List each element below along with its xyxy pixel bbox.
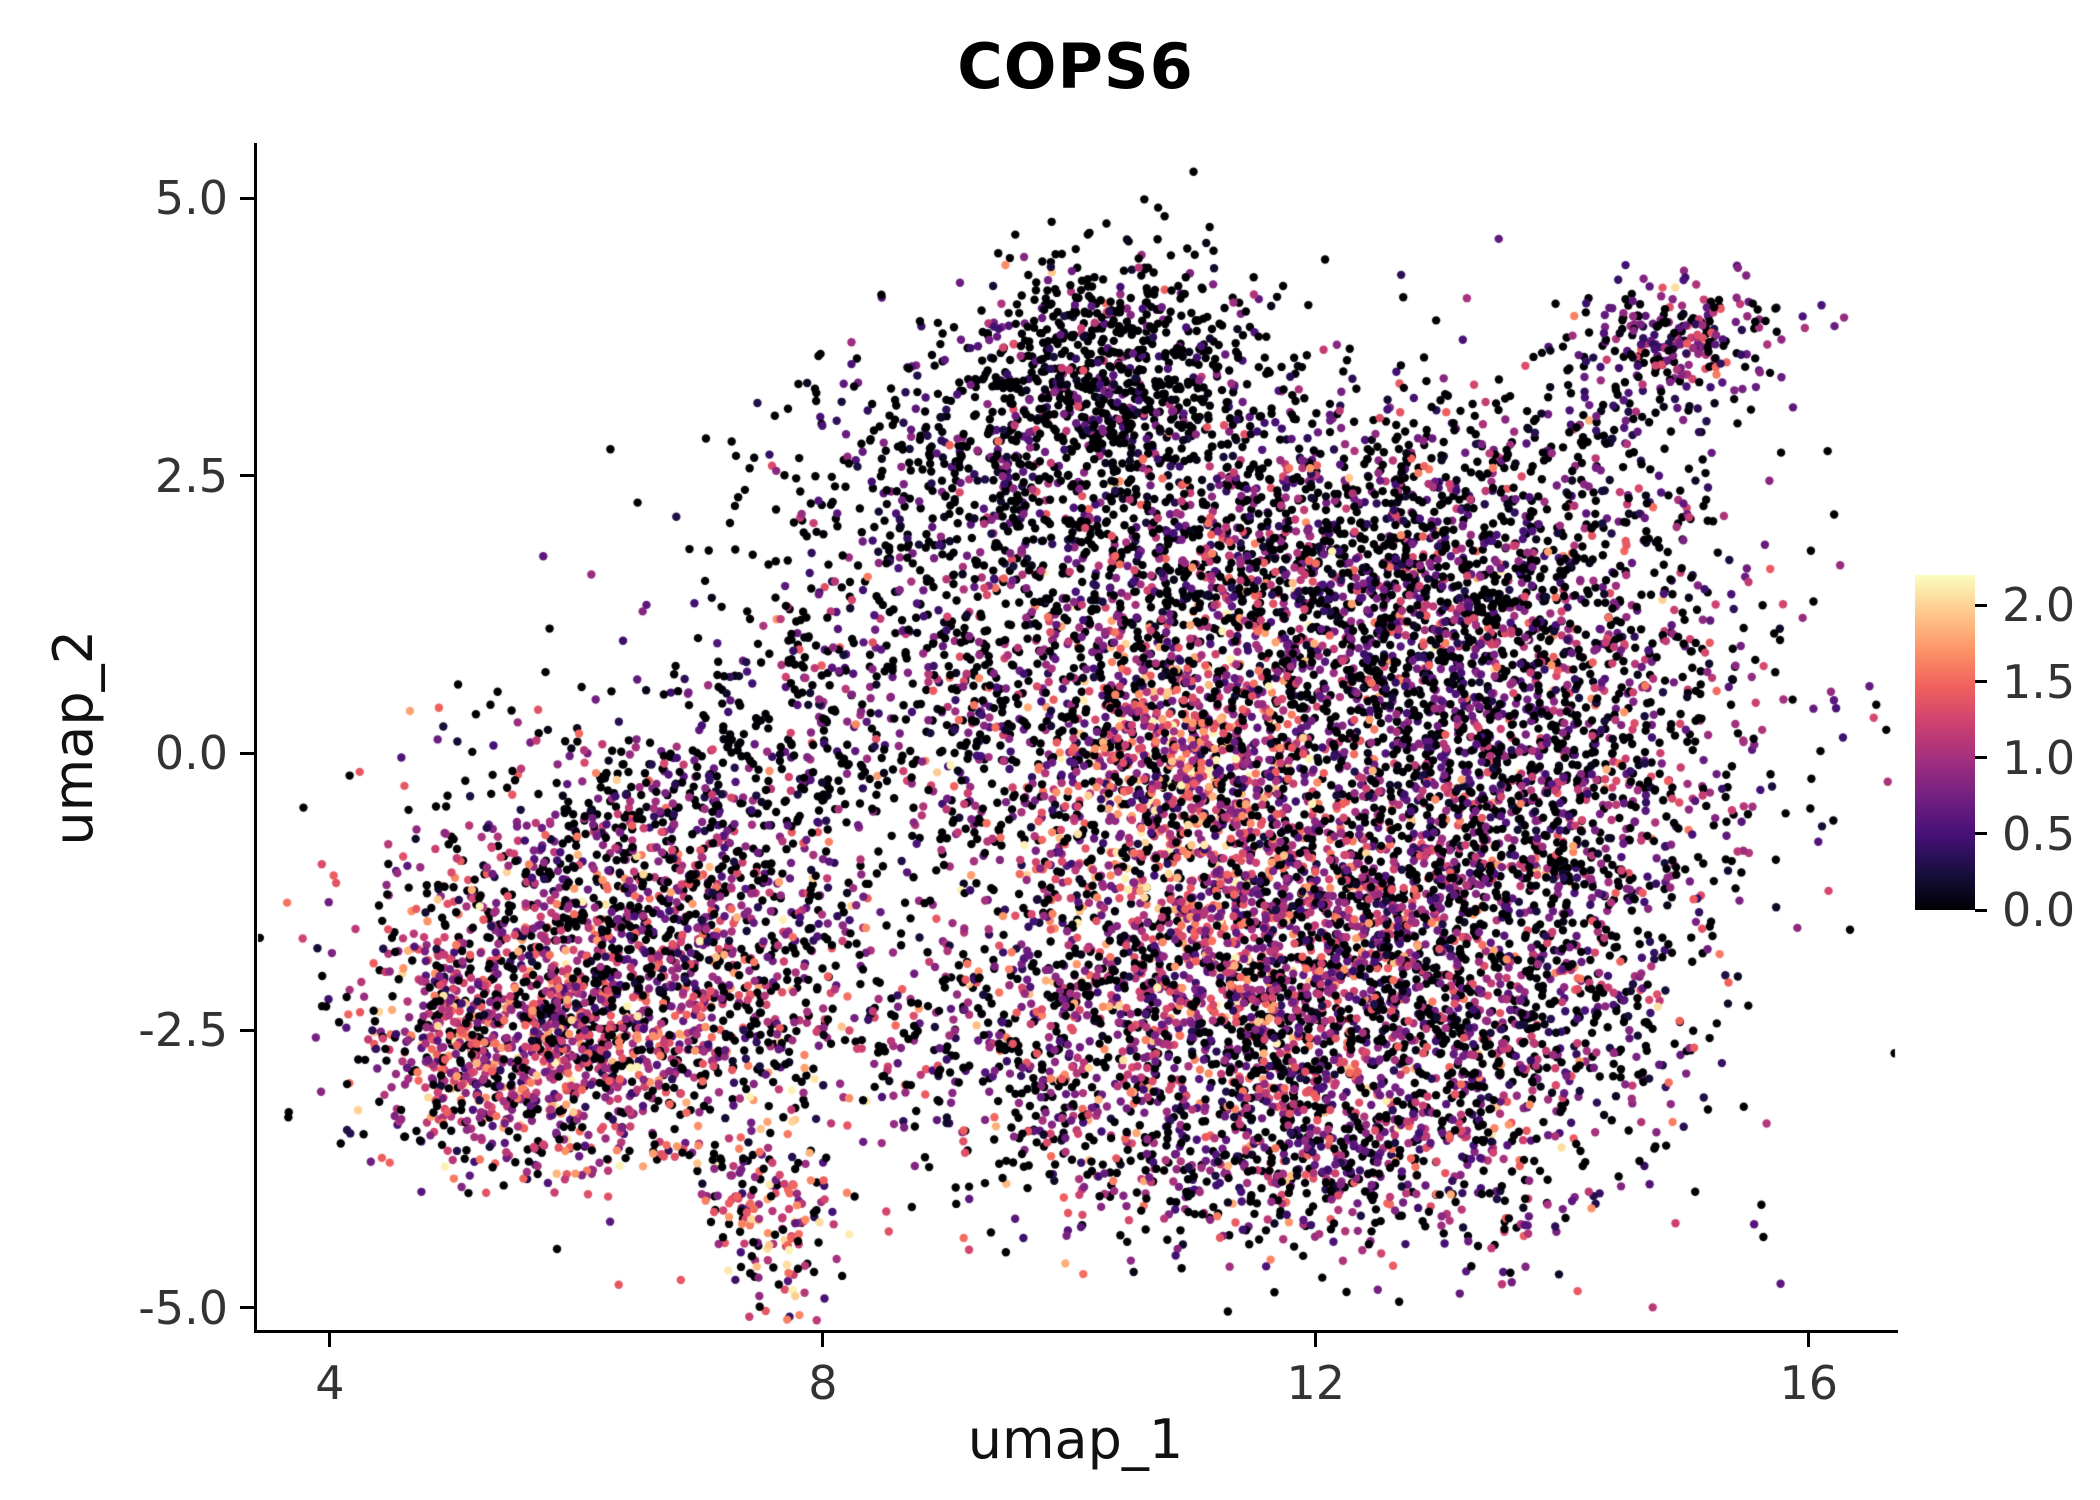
y-tick-label: 5.0	[154, 171, 228, 226]
y-tick-label: -5.0	[138, 1280, 228, 1335]
x-axis-label: umap_1	[967, 1408, 1184, 1471]
y-tick-mark	[240, 474, 254, 478]
colorbar-tick-mark	[1975, 680, 1987, 684]
colorbar-tick-label: 1.5	[2002, 654, 2076, 709]
x-tick-label: 8	[808, 1356, 838, 1410]
colorbar-tick-mark	[1975, 603, 1987, 607]
chart-title: COPS6	[957, 30, 1194, 103]
x-tick-label: 12	[1286, 1356, 1346, 1410]
colorbar-tick-label: 0.0	[2002, 883, 2076, 937]
colorbar-tick-mark	[1975, 832, 1987, 836]
x-tick-label: 4	[315, 1356, 345, 1410]
colorbar-tick-label: 2.0	[2002, 578, 2076, 633]
colorbar-gradient	[1915, 575, 1975, 910]
y-tick-label: 2.5	[154, 448, 228, 503]
x-axis-line	[254, 1330, 1898, 1333]
x-tick-label: 16	[1779, 1356, 1838, 1410]
y-tick-mark	[240, 751, 254, 755]
colorbar-tick-label: 0.5	[2002, 806, 2076, 861]
x-tick-mark	[1807, 1333, 1811, 1347]
x-tick-mark	[821, 1333, 825, 1347]
colorbar-tick-mark	[1975, 756, 1987, 760]
y-tick-label: 0.0	[154, 726, 228, 781]
colorbar-tick-mark	[1975, 908, 1987, 912]
y-tick-mark	[240, 1028, 254, 1032]
x-tick-mark	[328, 1333, 332, 1347]
y-tick-mark	[240, 196, 254, 200]
y-tick-label: -2.5	[138, 1003, 228, 1058]
y-axis-line	[254, 143, 257, 1333]
y-tick-mark	[240, 1306, 254, 1310]
colorbar-tick-label: 1.0	[2002, 730, 2076, 785]
x-tick-mark	[1314, 1333, 1318, 1347]
